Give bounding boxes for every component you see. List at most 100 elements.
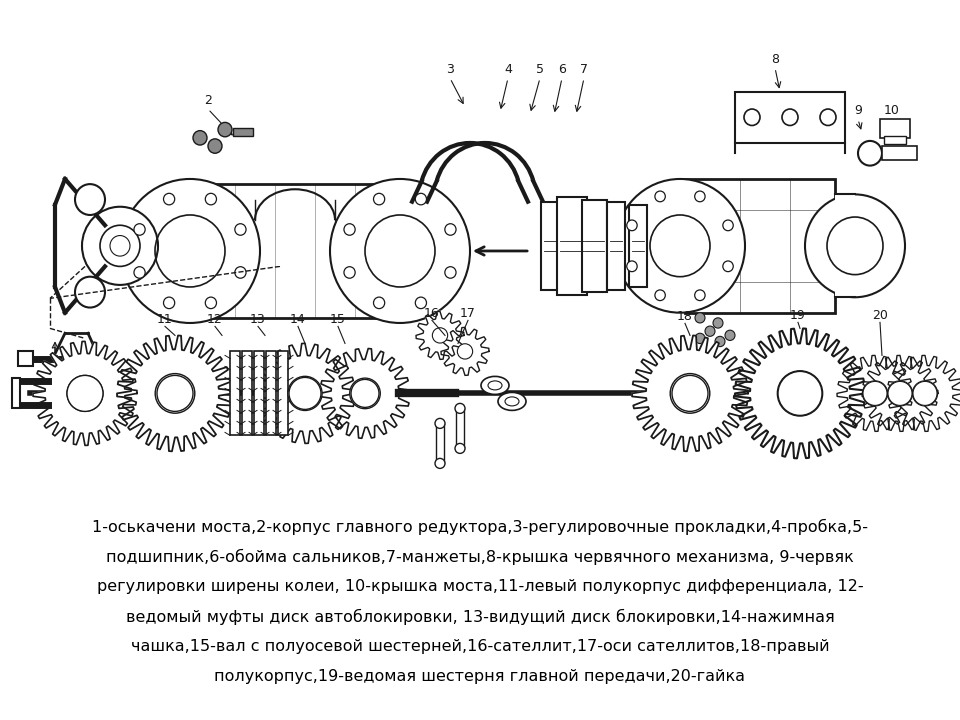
Circle shape: [820, 109, 836, 125]
Text: 8: 8: [771, 53, 779, 66]
Ellipse shape: [505, 397, 519, 406]
Polygon shape: [735, 328, 865, 459]
Text: регулировки ширены колеи, 10-крышка моста,11-левый полукорпус дифференциала, 12-: регулировки ширены колеи, 10-крышка мост…: [97, 579, 863, 594]
Circle shape: [444, 266, 456, 278]
Polygon shape: [632, 336, 748, 451]
Circle shape: [435, 459, 445, 469]
Bar: [242, 351, 252, 436]
Circle shape: [67, 375, 103, 411]
Polygon shape: [441, 328, 489, 375]
Circle shape: [912, 381, 938, 406]
Circle shape: [205, 297, 217, 309]
Bar: [230, 351, 240, 436]
Bar: [195, 184, 395, 318]
Text: 13: 13: [251, 313, 266, 326]
Circle shape: [627, 261, 637, 271]
Ellipse shape: [498, 392, 526, 410]
Circle shape: [208, 139, 222, 153]
Bar: [436, 423, 444, 464]
Bar: [735, 91, 845, 143]
Circle shape: [288, 377, 323, 410]
Bar: [12, 379, 20, 408]
Circle shape: [134, 224, 145, 235]
Bar: [557, 197, 587, 294]
Circle shape: [432, 328, 447, 343]
Circle shape: [156, 374, 195, 413]
Circle shape: [235, 224, 246, 235]
Circle shape: [695, 312, 705, 323]
Circle shape: [157, 375, 193, 411]
Circle shape: [455, 403, 465, 413]
Bar: [882, 146, 917, 161]
Circle shape: [887, 381, 913, 406]
Polygon shape: [320, 348, 410, 438]
Polygon shape: [862, 356, 938, 431]
Text: 20: 20: [872, 310, 888, 323]
Circle shape: [205, 194, 217, 205]
Circle shape: [627, 220, 637, 230]
Polygon shape: [416, 311, 464, 359]
Text: подшипник,6-обойма сальников,7-манжеты,8-крышка червячного механизма, 9-червяк: подшипник,6-обойма сальников,7-манжеты,8…: [107, 549, 853, 564]
Text: 4: 4: [504, 63, 512, 76]
Circle shape: [416, 297, 426, 309]
Text: 14: 14: [290, 313, 306, 326]
Text: 15: 15: [330, 313, 346, 326]
Text: 11: 11: [157, 313, 173, 326]
Circle shape: [344, 224, 355, 235]
Bar: [541, 202, 559, 289]
Circle shape: [672, 375, 708, 411]
Text: 7: 7: [580, 63, 588, 76]
Circle shape: [455, 444, 465, 454]
Polygon shape: [887, 356, 960, 431]
Circle shape: [344, 266, 355, 278]
Bar: [884, 136, 906, 144]
Circle shape: [778, 371, 823, 416]
Circle shape: [330, 179, 470, 323]
Circle shape: [858, 141, 882, 166]
Circle shape: [218, 122, 232, 137]
Circle shape: [863, 382, 887, 405]
Circle shape: [235, 266, 246, 278]
Text: 5: 5: [536, 63, 544, 76]
Circle shape: [373, 194, 385, 205]
Circle shape: [715, 336, 725, 346]
Bar: [18, 351, 33, 366]
Bar: [278, 351, 288, 436]
Circle shape: [351, 379, 379, 408]
Circle shape: [695, 290, 705, 300]
Circle shape: [913, 382, 937, 405]
Circle shape: [695, 191, 705, 202]
Circle shape: [655, 191, 665, 202]
Bar: [456, 408, 464, 449]
Circle shape: [289, 377, 321, 410]
Circle shape: [75, 276, 105, 307]
Text: 10: 10: [884, 104, 900, 117]
Circle shape: [655, 290, 665, 300]
Text: 1: 1: [51, 346, 59, 359]
Circle shape: [163, 297, 175, 309]
Circle shape: [744, 109, 760, 125]
Text: 3: 3: [446, 63, 454, 76]
Circle shape: [713, 318, 723, 328]
Circle shape: [120, 179, 260, 323]
Text: 18: 18: [677, 310, 693, 323]
Circle shape: [723, 220, 733, 230]
Bar: [266, 351, 276, 436]
Polygon shape: [117, 336, 233, 451]
Circle shape: [782, 109, 798, 125]
Text: ведомый муфты диск автоблокировки, 13-видущий диск блокировки,14-нажимная: ведомый муфты диск автоблокировки, 13-ви…: [126, 609, 834, 625]
Bar: [607, 202, 625, 289]
Bar: [880, 120, 910, 138]
Circle shape: [349, 378, 380, 409]
Bar: [835, 194, 855, 297]
Circle shape: [695, 333, 705, 343]
Circle shape: [723, 261, 733, 271]
Circle shape: [82, 207, 158, 285]
Circle shape: [134, 266, 145, 278]
Bar: [629, 204, 647, 287]
Circle shape: [75, 184, 105, 215]
Circle shape: [373, 297, 385, 309]
Circle shape: [888, 382, 912, 405]
Text: 16: 16: [424, 307, 440, 320]
Circle shape: [435, 418, 445, 428]
